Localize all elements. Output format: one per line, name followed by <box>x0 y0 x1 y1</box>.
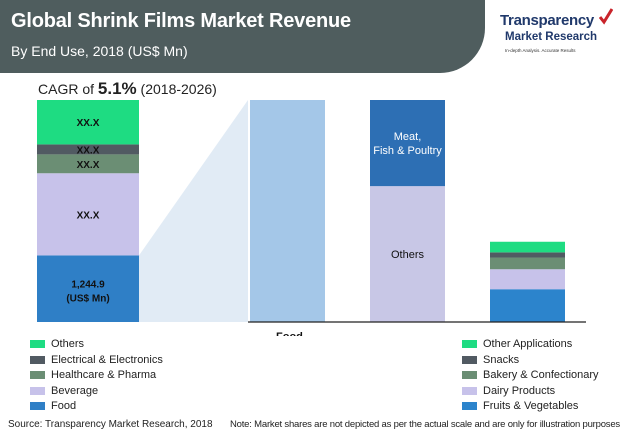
source-text: Source: Transparency Market Research, 20… <box>8 419 213 430</box>
check-icon <box>599 8 613 25</box>
legend-label: Healthcare & Pharma <box>51 369 157 381</box>
legend-left: Others Electrical & Electronics Healthcare… <box>30 337 220 413</box>
logo-tagline: In-depth Analysis. Accurate Results <box>505 48 576 53</box>
legend-label: Beverage <box>51 384 99 397</box>
legend-swatch <box>462 402 477 410</box>
header-banner <box>0 0 485 73</box>
legend-right: Other Applications Snacks Bakery & Confect… <box>462 337 612 413</box>
cagr-text: CAGR of 5.1% (2018-2026) <box>38 79 217 99</box>
logo-name: Transparency <box>500 12 594 29</box>
logo-subname: Market Research <box>505 31 598 43</box>
legend-label: Dairy Products <box>483 384 556 397</box>
legend-label: Others <box>51 338 85 350</box>
chart: 1,244.9 (US$ Mn) XX.X XX.X XX.X XX.X Others Me… <box>37 100 586 336</box>
cagr-prefix: CAGR of <box>38 81 98 97</box>
breakdown-segment-others <box>370 186 445 322</box>
bar-segment-electrical-electronics <box>37 144 139 155</box>
breakdown-segment-meat-fish-poultry <box>370 100 445 187</box>
breakdown-segment-food <box>250 100 325 322</box>
legend-label: Food <box>51 400 77 412</box>
cagr-period: (2018-2026) <box>136 81 217 97</box>
breakdown-segment-fruits-vegetables <box>490 289 565 322</box>
legend-label: Snacks <box>483 353 520 366</box>
company-logo: Transparency Market Research In-depth An… <box>500 8 615 66</box>
breakdown-segment-other-applications <box>490 241 565 253</box>
bar-segment-beverage <box>37 173 139 256</box>
legend-swatch <box>30 386 45 395</box>
breakdown-segment-snacks <box>490 252 565 258</box>
breakdown-label: Others <box>391 249 425 261</box>
legend-swatch <box>30 340 45 348</box>
legend-swatch <box>462 355 477 364</box>
breakdown-chart: Others Meat, Fish & Poultry Food <box>248 100 586 336</box>
legend-swatch <box>462 371 477 379</box>
bar-segment-label: XX.X <box>77 118 100 129</box>
bar-segment-food <box>37 255 139 322</box>
connector-fan <box>139 100 248 322</box>
bar-segment-healthcare-pharma <box>37 154 139 174</box>
breakdown-segment-bakery-confectionary <box>490 257 565 270</box>
breakdown-label: Fish & Poultry <box>373 145 442 157</box>
breakdown-label: Meat, <box>394 131 422 143</box>
x-axis-label: Food <box>276 331 303 336</box>
bar-segment-others <box>37 100 139 145</box>
page-title: Global Shrink Films Market Revenue <box>11 10 351 32</box>
cagr-value: 5.1% <box>97 79 137 98</box>
note-text: Note: Market shares are not depicted as … <box>230 419 620 430</box>
legend-swatch <box>462 340 477 348</box>
bar-segment-label: 1,244.9 <box>71 280 105 291</box>
bar-segment-sublabel: (US$ Mn) <box>66 294 109 305</box>
legend-swatch <box>30 402 45 410</box>
legend-swatch <box>30 355 45 364</box>
connector-shape <box>139 100 248 322</box>
legend-label: Electrical & Electronics <box>51 353 163 366</box>
legend-label: Bakery & Confectionary <box>483 369 599 381</box>
bar-segment-label: XX.X <box>77 160 100 171</box>
stacked-bar: 1,244.9 (US$ Mn) XX.X XX.X XX.X XX.X <box>37 100 139 322</box>
legend-label: Other Applications <box>483 338 573 350</box>
bar-segment-label: XX.X <box>77 210 100 221</box>
bar-segment-label: XX.X <box>77 145 100 156</box>
page-subtitle: By End Use, 2018 (US$ Mn) <box>11 43 188 59</box>
legend-swatch <box>30 371 45 379</box>
legend-swatch <box>462 386 477 395</box>
breakdown-segment-dairy-products <box>490 269 565 290</box>
legend-label: Fruits & Vegetables <box>483 400 579 412</box>
